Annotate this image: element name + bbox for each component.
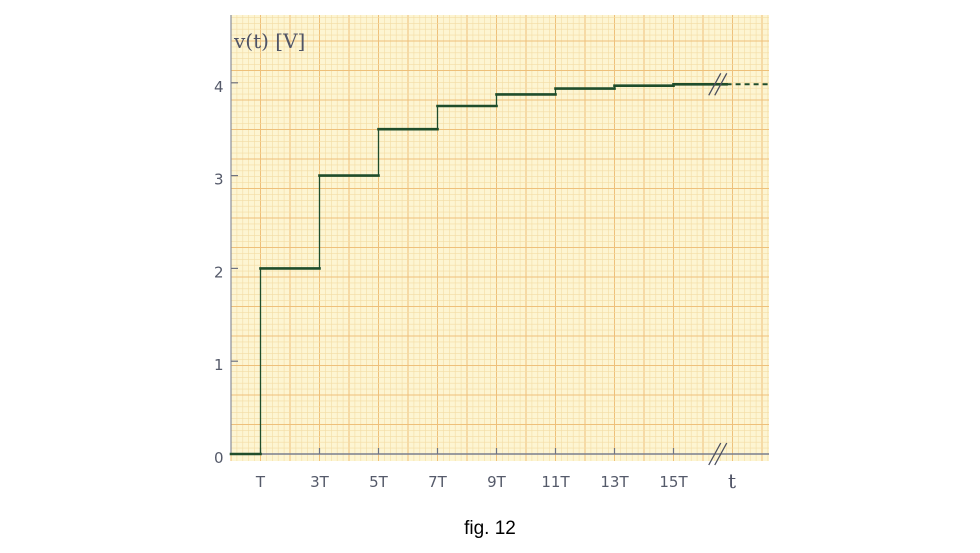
y-tick-label: 2 — [214, 263, 224, 281]
curve-break-mark — [708, 72, 722, 96]
figure-caption: fig. 12 — [464, 518, 516, 539]
x-axis-break-mark — [708, 442, 722, 466]
x-tick-label: 3T — [310, 473, 330, 491]
y-tick-label: 4 — [214, 78, 224, 96]
x-axis-break-mark — [714, 442, 728, 466]
graph-paper — [231, 15, 769, 461]
curve-break-mark — [714, 72, 728, 96]
y-tick-label: 3 — [214, 171, 224, 189]
x-tick-label: 13T — [600, 473, 629, 491]
tick-labels: 0 1 2 3 4 T 3T 5T 7T 9T 11T 13T 15T — [214, 78, 688, 491]
series-group — [229, 82, 771, 456]
grid-lines — [230, 15, 769, 461]
y-tick-label: 1 — [214, 356, 224, 374]
axes — [230, 15, 769, 455]
x-tick-label: T — [255, 473, 266, 491]
x-tick-label: 5T — [369, 473, 389, 491]
x-tick-label: 15T — [659, 473, 688, 491]
x-tick-label: 9T — [487, 473, 507, 491]
y-axis-label: v(t) [V] — [233, 29, 305, 53]
x-tick-label: 11T — [541, 473, 570, 491]
axis-break-marks — [708, 72, 728, 466]
x-axis-label: t — [728, 469, 736, 493]
y-tick-label: 0 — [214, 449, 224, 467]
x-tick-label: 7T — [428, 473, 448, 491]
